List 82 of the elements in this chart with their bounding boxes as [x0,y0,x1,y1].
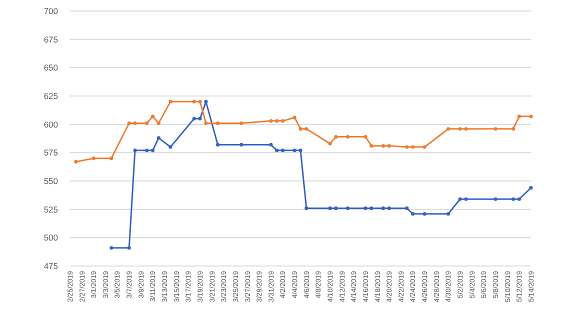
point [410,145,415,149]
point [92,156,96,160]
point [192,100,196,104]
point [381,206,386,210]
point [370,206,374,210]
point [156,121,160,125]
point [494,197,498,201]
point [304,127,308,131]
point [422,145,426,149]
point [446,127,450,131]
point [168,100,172,104]
point [298,127,302,131]
point [204,100,208,104]
point [192,116,196,120]
point [334,206,338,210]
point [387,144,391,148]
y-tick-label: 675 [44,34,58,44]
point [464,197,468,201]
point [334,135,338,139]
y-tick-label: 550 [44,176,58,186]
y-tick-label: 625 [44,90,58,101]
point [74,160,78,164]
point [198,116,202,120]
point [511,127,516,131]
point [275,148,279,152]
point [133,121,137,125]
point [529,114,533,118]
point [110,156,114,160]
point [422,212,426,216]
point [458,197,462,201]
point [364,206,368,210]
point [346,206,350,210]
point [145,121,149,125]
point [405,206,409,210]
y-tick-label: 575 [44,148,58,158]
point [240,142,244,147]
point [511,197,516,201]
point [269,142,273,147]
point [517,114,521,118]
point [110,246,114,250]
point [328,142,332,146]
point [346,135,350,139]
point [304,206,308,210]
point [269,119,273,123]
point [204,121,208,125]
point [381,144,386,148]
point [292,116,296,120]
point [150,114,155,118]
point [280,119,285,123]
y-tick-label: 650 [44,62,58,73]
point [168,145,172,149]
point [328,206,332,210]
point [517,197,521,201]
point [198,100,202,104]
y-tick-label: 700 [44,6,58,16]
point [464,127,468,131]
y-tick-label: 475 [44,260,58,271]
point [145,148,149,152]
point [446,212,450,216]
point [387,206,391,210]
point [405,145,409,149]
y-tick-label: 500 [44,232,58,243]
point [529,186,533,190]
y-tick-label: 525 [44,204,58,214]
point [410,212,415,216]
point [216,121,220,125]
point [127,246,131,250]
point [133,148,137,152]
point [458,127,462,131]
y-tick-label: 600 [44,119,58,130]
point [150,148,155,152]
point [298,148,302,152]
point [364,135,368,139]
point [216,142,220,147]
point [240,121,244,125]
point [292,148,296,152]
point [494,127,498,131]
point [370,144,374,148]
point [275,119,279,123]
point [156,136,160,140]
point [280,148,285,152]
point [127,121,131,125]
